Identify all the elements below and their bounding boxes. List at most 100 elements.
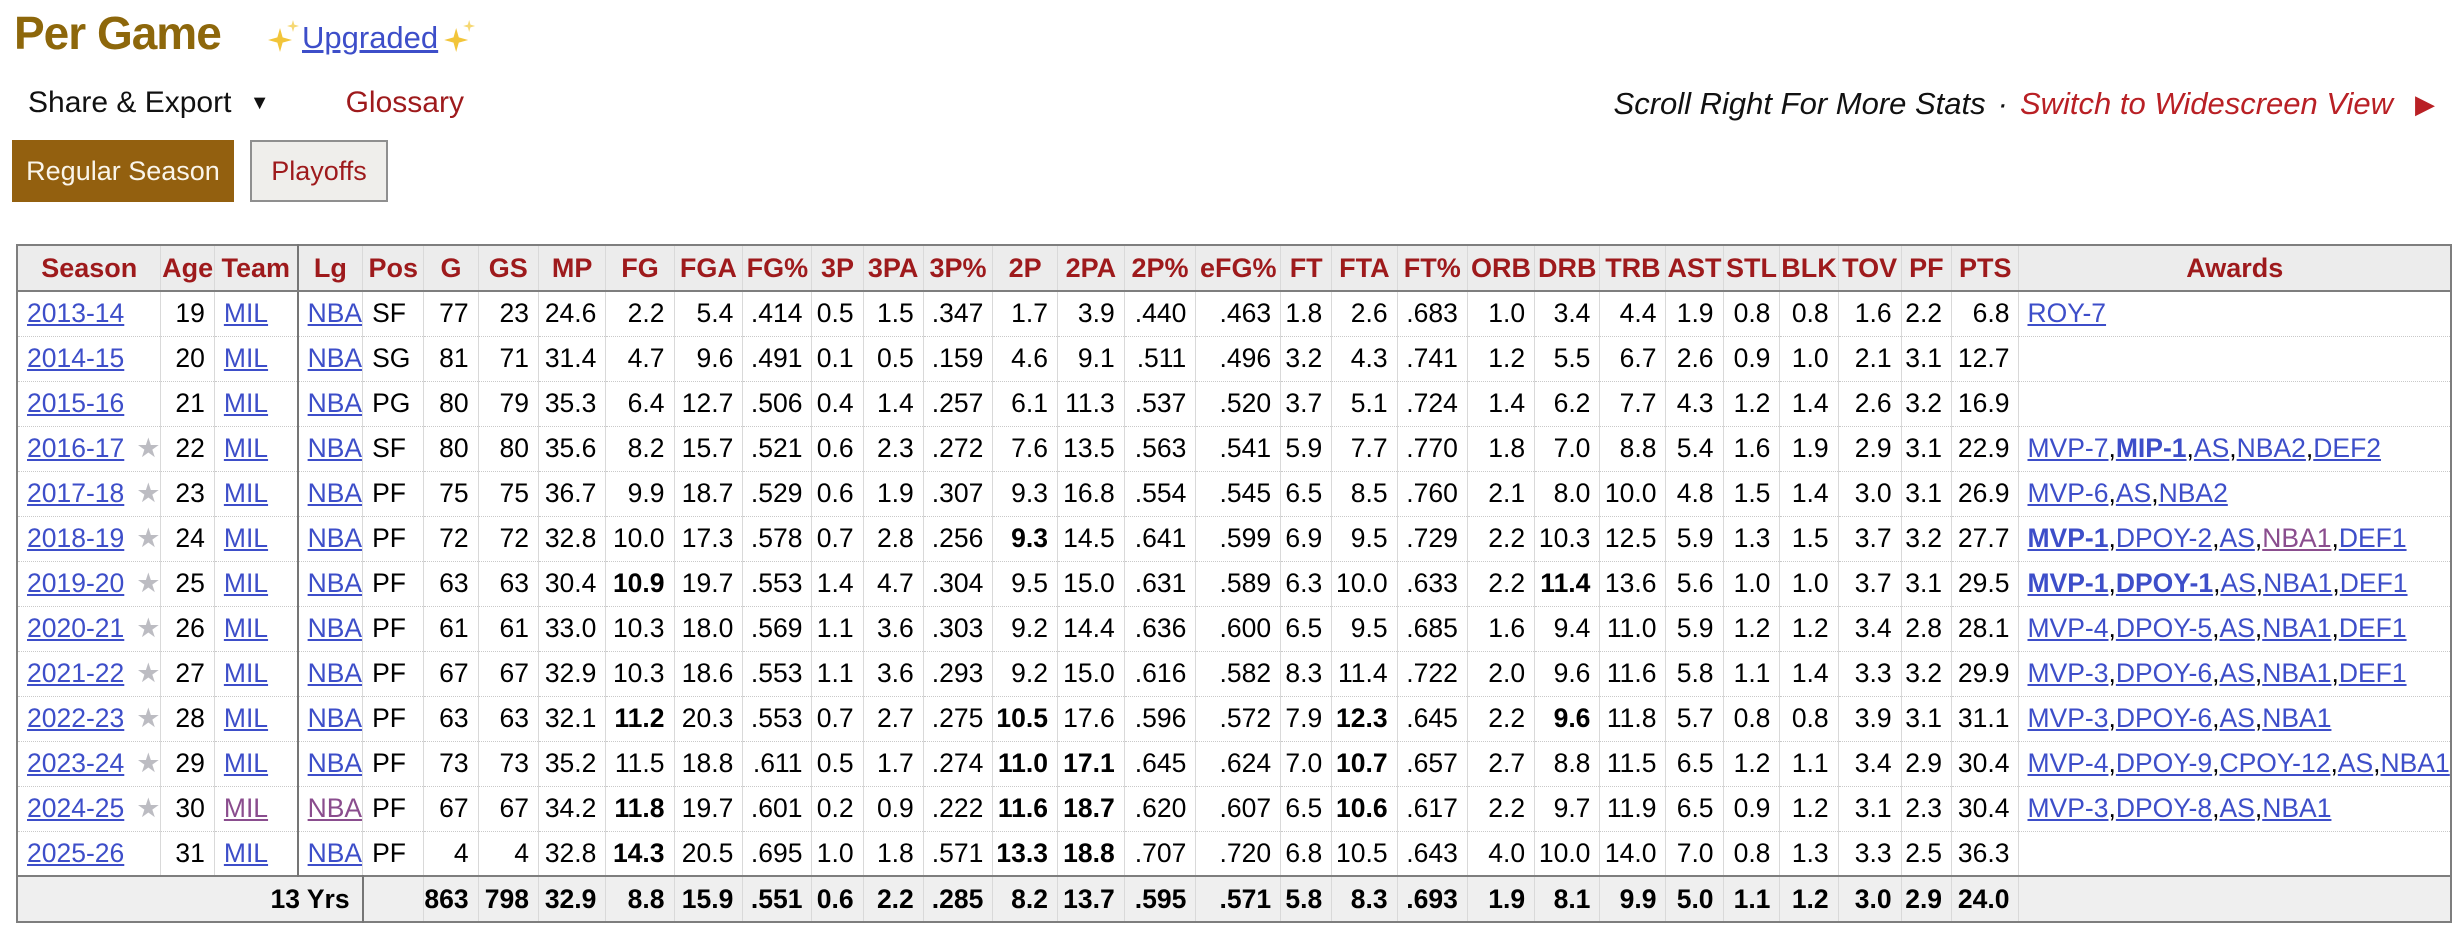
team-link[interactable]: MIL bbox=[223, 298, 269, 329]
team-link[interactable]: MIL bbox=[223, 703, 269, 733]
team-link[interactable]: MIL bbox=[223, 568, 269, 598]
widescreen-link[interactable]: Switch to Widescreen View bbox=[2019, 86, 2393, 121]
column-header-2p[interactable]: 2P bbox=[992, 245, 1058, 292]
column-header-mp[interactable]: MP bbox=[537, 245, 606, 292]
column-header-tov[interactable]: TOV bbox=[1837, 245, 1902, 292]
award-link[interactable]: NBA1 bbox=[2262, 523, 2332, 553]
column-header-pts[interactable]: PTS bbox=[1951, 245, 2019, 292]
season-link[interactable]: 2020-21 bbox=[27, 613, 125, 643]
team-link[interactable]: MIL bbox=[223, 658, 269, 688]
award-link[interactable]: DPOY-2 bbox=[2115, 523, 2213, 553]
league-link[interactable]: NBA bbox=[307, 433, 363, 463]
league-link[interactable]: NBA bbox=[307, 478, 363, 508]
award-link[interactable]: MVP-3 bbox=[2027, 793, 2109, 823]
column-header-fga[interactable]: FGA bbox=[673, 245, 743, 292]
league-link[interactable]: NBA bbox=[307, 298, 363, 329]
team-link[interactable]: MIL bbox=[223, 523, 269, 553]
column-header-3pa[interactable]: 3PA bbox=[862, 245, 924, 292]
award-link[interactable]: DPOY-1 bbox=[2115, 568, 2214, 598]
season-link[interactable]: 2022-23 bbox=[27, 703, 125, 733]
team-link[interactable]: MIL bbox=[223, 748, 269, 778]
season-link[interactable]: 2014-15 bbox=[27, 343, 125, 373]
award-link[interactable]: MVP-6 bbox=[2027, 478, 2109, 508]
award-link[interactable]: NBA1 bbox=[2262, 703, 2332, 733]
season-link[interactable]: 2019-20 bbox=[27, 568, 125, 598]
award-link[interactable]: DPOY-6 bbox=[2115, 658, 2213, 688]
award-link[interactable]: MVP-4 bbox=[2027, 748, 2109, 778]
award-link[interactable]: MVP-3 bbox=[2027, 658, 2109, 688]
column-header-2pa[interactable]: 2PA bbox=[1056, 245, 1125, 292]
column-header-3p[interactable]: 3P% bbox=[922, 245, 993, 292]
award-link[interactable]: DEF1 bbox=[2339, 568, 2408, 598]
team-link[interactable]: MIL bbox=[223, 388, 269, 418]
award-link[interactable]: NBA1 bbox=[2262, 613, 2332, 643]
column-header-2p[interactable]: 2P% bbox=[1123, 245, 1196, 292]
column-header-orb[interactable]: ORB bbox=[1466, 245, 1535, 292]
award-link[interactable]: DEF1 bbox=[2338, 658, 2407, 688]
share-export-menu[interactable]: Share & Export ▼ bbox=[28, 86, 270, 120]
league-link[interactable]: NBA bbox=[307, 388, 363, 418]
award-link[interactable]: DEF1 bbox=[2338, 613, 2407, 643]
league-link[interactable]: NBA bbox=[307, 343, 363, 373]
season-link[interactable]: 2021-22 bbox=[27, 658, 125, 688]
tab-regular-season[interactable]: Regular Season bbox=[12, 140, 234, 202]
season-link[interactable]: 2023-24 bbox=[27, 748, 125, 778]
column-header-pf[interactable]: PF bbox=[1900, 245, 1952, 292]
award-link[interactable]: NBA1 bbox=[2263, 568, 2333, 598]
award-link[interactable]: AS bbox=[2219, 658, 2255, 688]
column-header-team[interactable]: Team bbox=[213, 245, 299, 292]
award-link[interactable]: DPOY-9 bbox=[2115, 748, 2213, 778]
league-link[interactable]: NBA bbox=[307, 748, 363, 778]
column-header-season[interactable]: Season bbox=[17, 245, 161, 292]
column-header-gs[interactable]: GS bbox=[477, 245, 539, 292]
column-header-blk[interactable]: BLK bbox=[1779, 245, 1839, 292]
award-link[interactable]: AS bbox=[2219, 523, 2255, 553]
league-link[interactable]: NBA bbox=[307, 523, 363, 553]
award-link[interactable]: NBA2 bbox=[2236, 433, 2306, 463]
team-link[interactable]: MIL bbox=[223, 613, 269, 643]
award-link[interactable]: DPOY-5 bbox=[2115, 613, 2213, 643]
team-link[interactable]: MIL bbox=[223, 343, 269, 373]
award-link[interactable]: DPOY-6 bbox=[2115, 703, 2213, 733]
season-link[interactable]: 2017-18 bbox=[27, 478, 125, 508]
league-link[interactable]: NBA bbox=[307, 568, 363, 598]
award-link[interactable]: MVP-1 bbox=[2027, 523, 2109, 553]
award-link[interactable]: AS bbox=[2219, 613, 2255, 643]
award-link[interactable]: MVP-1 bbox=[2027, 568, 2109, 598]
season-link[interactable]: 2016-17 bbox=[27, 433, 125, 463]
column-header-3p[interactable]: 3P bbox=[811, 245, 864, 292]
column-header-ft[interactable]: FT% bbox=[1396, 245, 1468, 292]
award-link[interactable]: AS bbox=[2219, 793, 2255, 823]
column-header-ast[interactable]: AST bbox=[1665, 245, 1724, 292]
glossary-link[interactable]: Glossary bbox=[345, 86, 464, 119]
league-link[interactable]: NBA bbox=[307, 837, 363, 868]
column-header-fg[interactable]: FG% bbox=[742, 245, 812, 292]
season-link[interactable]: 2015-16 bbox=[27, 388, 125, 418]
season-link[interactable]: 2013-14 bbox=[27, 298, 125, 329]
award-link[interactable]: MVP-7 bbox=[2027, 433, 2109, 463]
column-header-fta[interactable]: FTA bbox=[1331, 245, 1398, 292]
award-link[interactable]: CPOY-12 bbox=[2219, 748, 2331, 778]
column-header-lg[interactable]: Lg bbox=[297, 245, 363, 292]
award-link[interactable]: NBA2 bbox=[2158, 478, 2228, 508]
award-link[interactable]: AS bbox=[2219, 703, 2255, 733]
column-header-age[interactable]: Age bbox=[160, 245, 215, 292]
award-link[interactable]: MVP-4 bbox=[2027, 613, 2109, 643]
award-link[interactable]: AS bbox=[2193, 433, 2230, 463]
award-link[interactable]: AS bbox=[2220, 568, 2256, 598]
column-header-efg[interactable]: eFG% bbox=[1195, 245, 1281, 292]
upgraded-link[interactable]: Upgraded bbox=[302, 20, 439, 55]
league-link[interactable]: NBA bbox=[307, 658, 363, 688]
award-link[interactable]: AS bbox=[2337, 748, 2374, 778]
award-link[interactable]: ROY-7 bbox=[2027, 298, 2107, 329]
award-link[interactable]: MIP-1 bbox=[2115, 433, 2187, 463]
tab-playoffs[interactable]: Playoffs bbox=[250, 140, 388, 202]
column-header-awards[interactable]: Awards bbox=[2018, 245, 2451, 292]
season-link[interactable]: 2025-26 bbox=[27, 837, 125, 868]
award-link[interactable]: NBA1 bbox=[2262, 658, 2332, 688]
team-link[interactable]: MIL bbox=[223, 837, 269, 868]
column-header-pos[interactable]: Pos bbox=[362, 245, 424, 292]
season-link[interactable]: 2018-19 bbox=[27, 523, 125, 553]
team-link[interactable]: MIL bbox=[223, 793, 269, 823]
league-link[interactable]: NBA bbox=[307, 703, 363, 733]
